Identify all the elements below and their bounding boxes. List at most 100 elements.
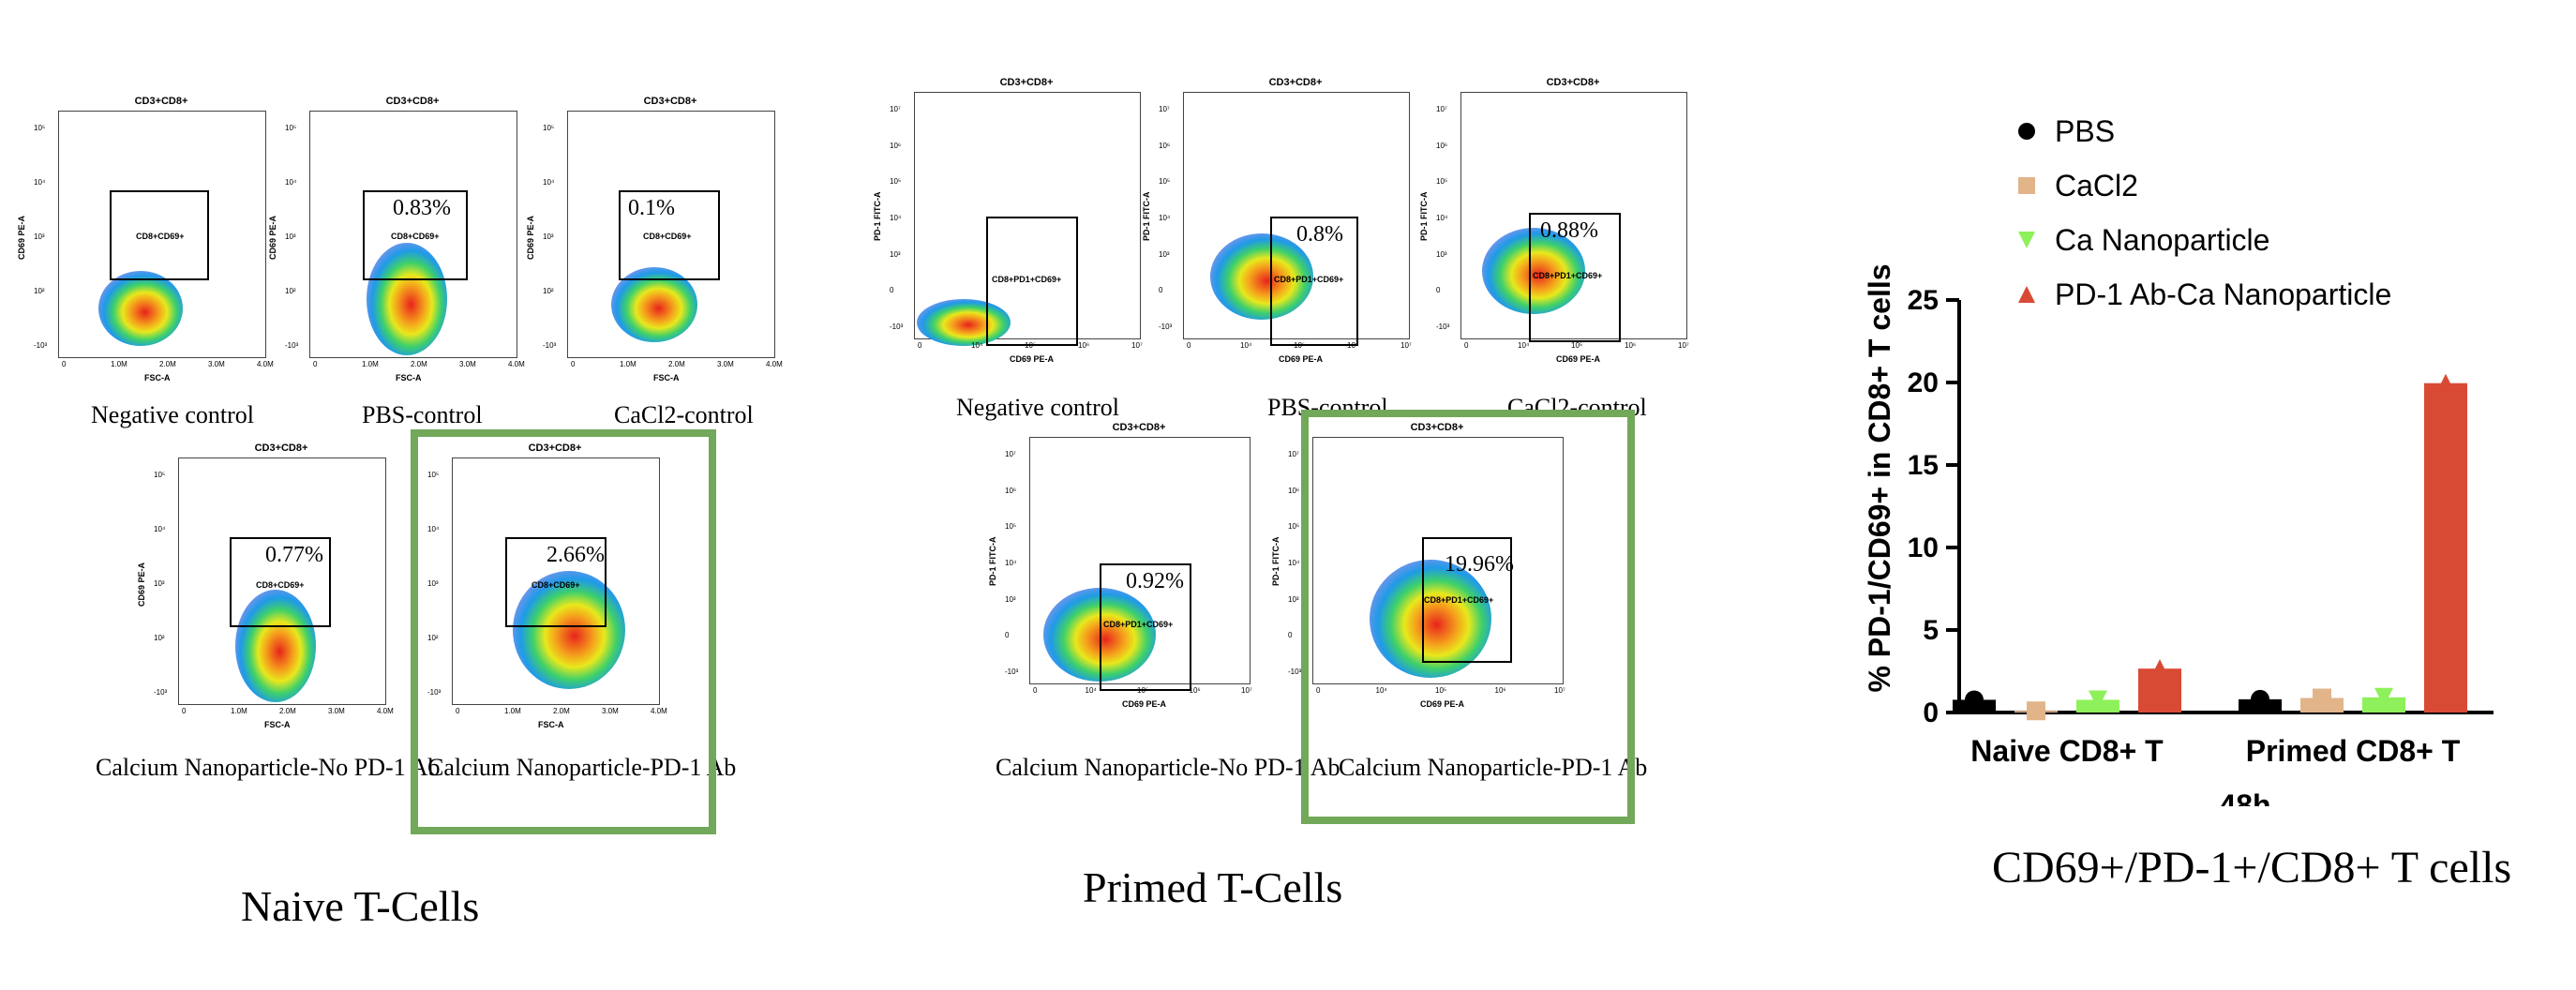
x-tick-label: 2.0M (159, 360, 176, 368)
gate-box: CD8+CD69+ 2.66% (505, 537, 607, 627)
facs-plot-frame: CD8+CD69+ (58, 111, 266, 358)
x-tick-label: 4.0M (651, 707, 667, 715)
x-tick-label: 1.0M (620, 360, 637, 368)
y-axis-label: PD-1 FITC-A (1142, 191, 1151, 242)
y-tick-label: -10³ (154, 688, 168, 697)
x-tick-label: 1.0M (111, 360, 127, 368)
y-tick-label: -10³ (1159, 322, 1173, 331)
gate-label: CD8+PD1+CD69+ (1274, 275, 1344, 284)
gate-label: CD8+PD1+CD69+ (992, 275, 1062, 284)
y-tick-label: 15 (1908, 450, 1939, 481)
y-tick-label: 10³ (890, 249, 901, 259)
highlight-primed-pd1 (1301, 410, 1635, 824)
plot-caption: CaCl2-control (614, 401, 754, 428)
x-tick-label: 0 (456, 707, 460, 715)
y-axis-label: CD69 PE-A (268, 215, 277, 260)
legend-marker (2018, 232, 2035, 248)
x-tick-label: 10⁵ (1571, 341, 1583, 350)
facs-plot-frame: CD8+PD1+CD69+ (914, 92, 1141, 346)
y-tick-label: 10⁵ (1288, 522, 1300, 532)
x-tick-label: 3.0M (602, 707, 619, 715)
x-tick-label: 10⁴ (1240, 341, 1252, 350)
gate-box: CD8+CD69+ 0.1% (619, 190, 720, 280)
y-tick-label: 10³ (34, 232, 45, 241)
y-tick-label: -10³ (285, 341, 299, 350)
facs-plot-title: CD3+CD8+ (385, 96, 440, 107)
cell-population (513, 571, 625, 689)
y-axis-label: PD-1 FITC-A (873, 191, 882, 242)
facs-plot-title: CD3+CD8+ (643, 96, 697, 107)
gate-label: CD8+CD69+ (391, 232, 440, 241)
y-tick-label: -10³ (1288, 668, 1302, 676)
y-tick-label: 10⁷ (890, 105, 901, 113)
y-tick-label: 10⁵ (543, 124, 555, 132)
facs-plot: CD3+CD8+ CD8+CD69+ 0 1.0M 2.0M 3.0M 4.0M 10⁵ 10⁴… (17, 96, 274, 382)
bar-point (2150, 659, 2169, 679)
facs-plot: CD3+CD8+ CD8+CD69+ 2.66% 0 1.0M 2.0M 3.0M 4.0M 1… (411, 442, 667, 729)
x-tick-label: 4.0M (257, 360, 274, 368)
y-axis-label: CD69 PE-A (17, 215, 26, 260)
gate-box: CD8+CD69+ 0.83% (363, 190, 468, 280)
x-tick-label: 10⁶ (1625, 341, 1637, 350)
facs-plot-frame: CD8+PD1+CD69+ 0.8% (1183, 92, 1410, 346)
gate-box: CD8+PD1+CD69+ 0.88% (1529, 213, 1621, 342)
x-tick-label: 10⁶ (1189, 686, 1201, 695)
bar-point (2374, 687, 2393, 707)
facs-plot: CD3+CD8+ CD8+PD1+CD69+ 0 10⁴ 10⁵ 10⁶ 10⁷ 10⁷ 10⁶… (873, 77, 1143, 364)
x-axis-label: FSC-A (653, 373, 680, 382)
facs-plot: CD3+CD8+ CD8+CD69+ 0.83% 0 1.0M 2.0M 3.0M 4.0M 1… (268, 96, 525, 382)
y-tick-label: 10³ (1436, 249, 1447, 259)
y-tick-label: 0 (1159, 286, 1163, 295)
facs-plot-frame: CD8+PD1+CD69+ 0.92% (1029, 437, 1251, 691)
x-tick-label: 0 (918, 341, 922, 350)
y-tick-label: 10³ (154, 579, 165, 588)
x-tick-label: 10⁶ (1494, 686, 1506, 695)
x-tick-label: 1.0M (504, 707, 521, 715)
cell-population (1210, 233, 1313, 320)
y-tick-label: 0 (1923, 698, 1939, 728)
facs-plot: CD3+CD8+ CD8+CD69+ 0.1% 0 1.0M 2.0M 3.0M 4.0M 10… (526, 96, 783, 382)
y-tick-label: 10³ (543, 232, 554, 241)
x-axis-label: CD69 PE-A (1420, 699, 1465, 709)
plot-caption: Negative control (91, 401, 254, 428)
x-tick-label: Naive CD8+ T (1970, 734, 2164, 768)
y-tick-label: 10³ (1005, 594, 1016, 604)
bar-point (2436, 373, 2455, 393)
y-tick-label: 10⁴ (890, 214, 902, 222)
legend-label: PBS (2055, 114, 2115, 148)
y-tick-label: 10³ (1159, 249, 1170, 259)
y-tick-label: 25 (1908, 285, 1939, 316)
bar-point (2251, 689, 2269, 709)
x-axis-title: 48h (2219, 788, 2270, 806)
facs-plot-frame: CD8+PD1+CD69+ 19.96% (1312, 437, 1564, 684)
bar-point (2089, 690, 2107, 710)
y-tick-label: 10² (154, 634, 165, 642)
x-tick-label: 4.0M (377, 707, 394, 715)
y-tick-label: 10⁷ (1288, 450, 1299, 458)
cell-population (917, 299, 1011, 346)
gate-percentage: 0.1% (628, 196, 675, 220)
y-tick-label: 10⁴ (154, 525, 166, 533)
x-tick-label: 4.0M (766, 360, 783, 368)
y-tick-label: 10⁴ (427, 525, 440, 533)
y-tick-label: 10⁴ (34, 178, 46, 187)
facs-plot: CD3+CD8+ CD8+CD69+ 0.77% 0 1.0M 2.0M 3.0M 4.0M 1… (137, 442, 394, 729)
x-tick-label: 10⁵ (1025, 341, 1037, 350)
x-tick-label: 0 (182, 707, 187, 715)
facs-plot-frame: CD8+CD69+ 0.1% (567, 111, 775, 358)
y-tick-label: 0 (1436, 286, 1441, 295)
x-tick-label: 0 (1316, 686, 1321, 695)
gate-box: CD8+CD69+ (110, 190, 209, 280)
x-axis-label: CD69 PE-A (1279, 354, 1324, 364)
y-axis-label: PD-1 FITC-A (1419, 191, 1429, 242)
bar-point (2313, 688, 2331, 708)
y-tick-label: -10³ (1005, 668, 1019, 676)
y-tick-label: -10³ (427, 688, 442, 697)
x-tick-label: 3.0M (459, 360, 476, 368)
facs-plot: CD3+CD8+ CD8+PD1+CD69+ 0.92% 0 10⁴ 10⁵ 10⁶ 10⁷ 1… (988, 422, 1252, 709)
legend-marker (2018, 123, 2035, 140)
bar-chart: PBS CaCl2 Ca Nanoparticle PD-1 Ab-Ca Nanopa… (1863, 114, 2494, 806)
y-tick-label: -10³ (890, 322, 904, 331)
y-tick-label: -10³ (34, 341, 48, 350)
facs-plot: CD3+CD8+ CD8+PD1+CD69+ 19.96% 0 10⁴ 10⁵ 10⁶ 10⁷… (1271, 422, 1565, 709)
